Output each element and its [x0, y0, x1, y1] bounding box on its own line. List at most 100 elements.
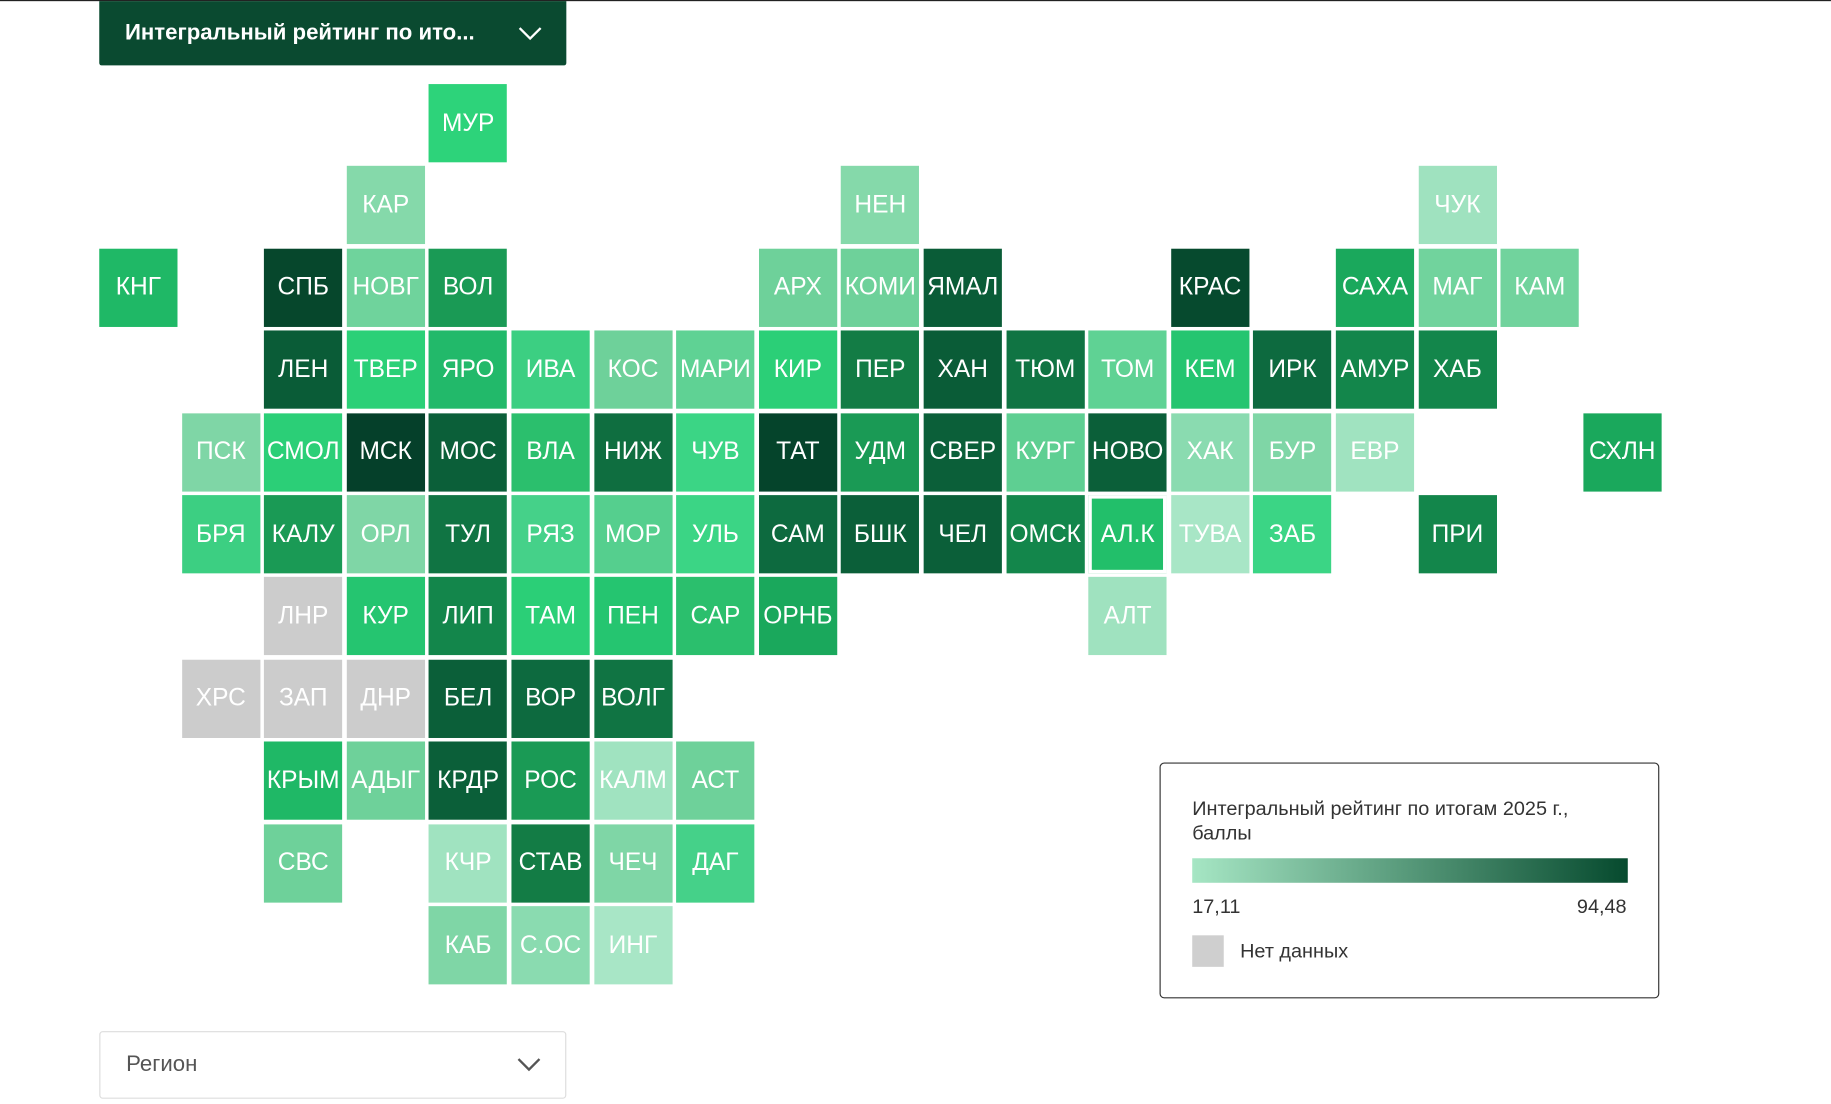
region-tile[interactable]: НОВГ	[346, 248, 425, 327]
region-tile[interactable]: АЛТ	[1088, 577, 1167, 656]
region-tile[interactable]: ЯМАЛ	[923, 248, 1002, 327]
region-tile[interactable]: ЛНР	[264, 577, 343, 656]
region-tile[interactable]: МАГ	[1418, 248, 1497, 327]
legend-gradient	[1192, 858, 1628, 883]
region-tile[interactable]: БШК	[841, 495, 920, 574]
legend-min: 17,11	[1192, 895, 1241, 918]
region-tile[interactable]: МУР	[429, 84, 508, 163]
chevron	[517, 1058, 541, 1072]
region-tile[interactable]: НЕН	[841, 166, 920, 245]
region-tile[interactable]: МАРИ	[676, 330, 755, 409]
region-tile[interactable]: ПСК	[181, 412, 260, 492]
region-tile[interactable]: КРАС	[1170, 248, 1250, 327]
region-tile[interactable]: ЛЕН	[264, 330, 343, 409]
region-tile[interactable]: ХРС	[181, 659, 260, 738]
region-tile[interactable]: ОМСК	[1006, 495, 1085, 574]
region-tile[interactable]: КРЫМ	[264, 741, 343, 820]
region-tile[interactable]: ТЮМ	[1006, 330, 1085, 409]
region-tile[interactable]: МСК	[346, 412, 425, 492]
region-tile[interactable]: ТУВА	[1170, 495, 1250, 574]
region-tile[interactable]: РЯЗ	[511, 495, 590, 574]
region-tile[interactable]: ХАК	[1170, 412, 1250, 492]
region-tile[interactable]: ТОМ	[1088, 330, 1167, 409]
region-tile[interactable]: КЧР	[429, 823, 508, 903]
region-tile[interactable]: БРЯ	[181, 495, 260, 574]
region-tile[interactable]: ВЛА	[511, 412, 590, 492]
dropdown-text: Регион	[126, 1052, 198, 1077]
region-tile[interactable]: КНГ	[99, 248, 178, 327]
region-tile[interactable]: МОР	[593, 495, 673, 574]
region-tile[interactable]: ЗАП	[264, 659, 343, 738]
region-tile[interactable]: КУРГ	[1006, 412, 1085, 492]
region-tile[interactable]: ЯРО	[429, 330, 508, 409]
region-tile[interactable]: КАР	[346, 166, 425, 245]
region-tile[interactable]: АРХ	[758, 248, 838, 327]
region-tile[interactable]: КРДР	[429, 741, 508, 820]
legend-max: 94,48	[1576, 895, 1627, 918]
region-tile[interactable]: КАМ	[1500, 248, 1579, 327]
region-tile[interactable]: ДНР	[346, 659, 425, 738]
region-tile[interactable]: КУР	[346, 577, 425, 656]
region-tile[interactable]: СВЕР	[923, 412, 1002, 492]
region-tile[interactable]: ПЕР	[841, 330, 920, 409]
region-tile[interactable]: РОС	[511, 741, 590, 820]
metric-dropdown[interactable]: Интегральный рейтинг по ито...	[99, 1, 567, 66]
region-tile[interactable]: СПБ	[264, 248, 343, 327]
region-tile[interactable]: СВС	[264, 823, 343, 903]
region-tile[interactable]: ИНГ	[593, 906, 673, 985]
region-tile[interactable]: ХАН	[923, 330, 1002, 409]
dropdown-text: Интегральный рейтинг по ито...	[124, 20, 475, 45]
region-tile[interactable]: ПЕН	[593, 577, 673, 656]
region-tile[interactable]: ИВА	[511, 330, 590, 409]
region-tile[interactable]: КОС	[593, 330, 673, 409]
region-tile[interactable]: НОВО	[1088, 412, 1167, 492]
region-tile[interactable]: СХЛН	[1583, 412, 1662, 492]
region-tile[interactable]: САМ	[758, 495, 838, 574]
region-tile[interactable]: КОМИ	[841, 248, 920, 327]
region-tile[interactable]: БЕЛ	[429, 659, 508, 738]
top-line	[0, 0, 1831, 2]
region-tile[interactable]: КАЛМ	[593, 741, 673, 820]
region-tile[interactable]: ЗАБ	[1253, 495, 1332, 574]
region-tile[interactable]: КАЛУ	[264, 495, 343, 574]
region-dropdown[interactable]: Регион	[99, 1031, 567, 1099]
region-tile[interactable]: ВОР	[511, 659, 590, 738]
region-tile[interactable]: БУР	[1253, 412, 1332, 492]
region-tile[interactable]: НИЖ	[593, 412, 673, 492]
region-tile[interactable]: АСТ	[676, 741, 755, 820]
region-tile[interactable]: СМОЛ	[264, 412, 343, 492]
region-tile[interactable]: АЛ.К	[1088, 495, 1167, 574]
region-tile[interactable]: САР	[676, 577, 755, 656]
region-tile[interactable]: ЛИП	[429, 577, 508, 656]
region-tile[interactable]: САХА	[1335, 248, 1415, 327]
region-tile[interactable]: АМУР	[1335, 330, 1415, 409]
region-tile[interactable]: ТВЕР	[346, 330, 425, 409]
region-tile[interactable]: АДЫГ	[346, 741, 425, 820]
region-tile[interactable]: УДМ	[841, 412, 920, 492]
region-tile[interactable]: ЧУВ	[676, 412, 755, 492]
region-tile[interactable]: ТАТ	[758, 412, 838, 492]
region-tile[interactable]: С.ОС	[511, 906, 590, 985]
region-tile[interactable]: КАБ	[429, 906, 508, 985]
region-tile[interactable]: ЧУК	[1418, 166, 1497, 245]
region-tile[interactable]: ПРИ	[1418, 495, 1497, 574]
region-tile[interactable]: ХАБ	[1418, 330, 1497, 409]
region-tile[interactable]: КИР	[758, 330, 838, 409]
region-tile[interactable]: СТАВ	[511, 823, 590, 903]
region-tile[interactable]: МОС	[429, 412, 508, 492]
chevron	[518, 26, 542, 40]
region-tile[interactable]: ВОЛ	[429, 248, 508, 327]
region-tile[interactable]: ОРЛ	[346, 495, 425, 574]
region-tile[interactable]: ЧЕЧ	[593, 823, 673, 903]
region-tile[interactable]: ДАГ	[676, 823, 755, 903]
region-tile[interactable]: ИРК	[1253, 330, 1332, 409]
region-tile[interactable]: ТУЛ	[429, 495, 508, 574]
region-tile[interactable]: КЕМ	[1170, 330, 1250, 409]
region-tile[interactable]: ВОЛГ	[593, 659, 673, 738]
region-tile[interactable]: ЕВР	[1335, 412, 1415, 492]
region-tile[interactable]: ОРНБ	[758, 577, 838, 656]
region-tile[interactable]: ЧЕЛ	[923, 495, 1002, 574]
region-tile[interactable]: ТАМ	[511, 577, 590, 656]
region-tile[interactable]: УЛЬ	[676, 495, 755, 574]
